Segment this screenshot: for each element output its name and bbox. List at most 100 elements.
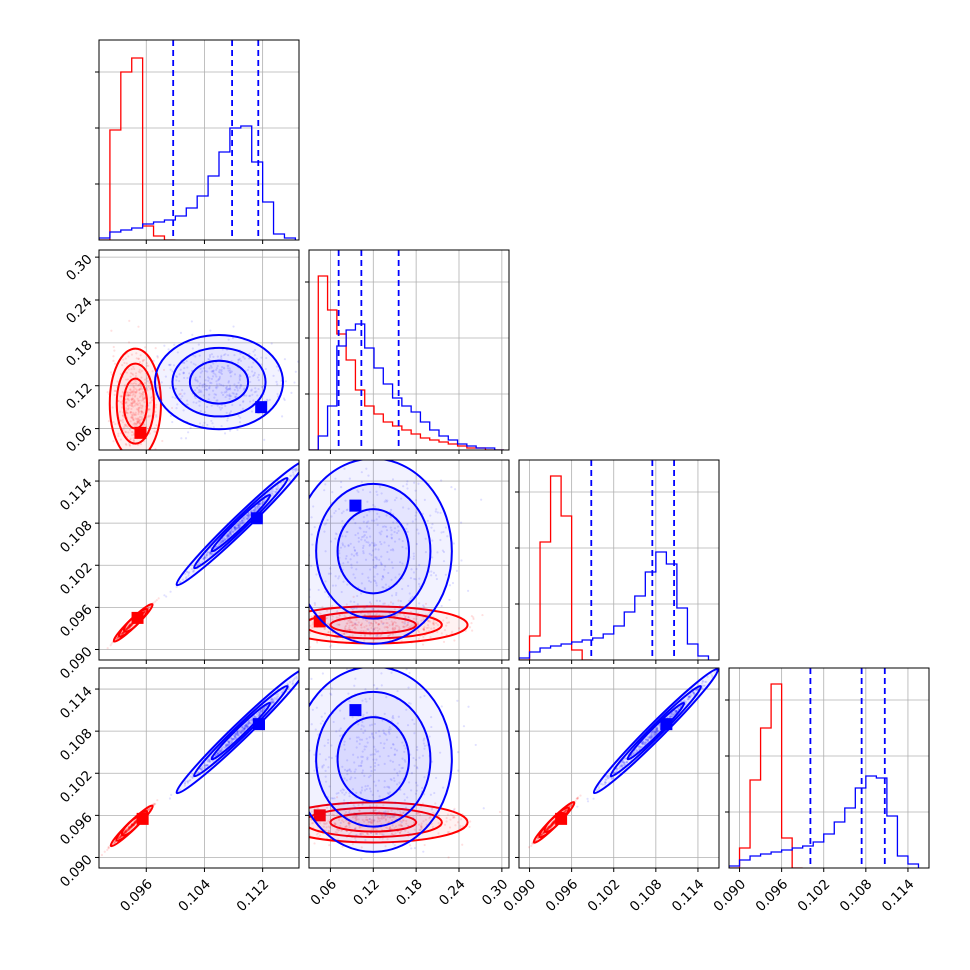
- scatter-point: [246, 513, 250, 517]
- scatter-point: [129, 826, 133, 829]
- scatter-point: [363, 745, 366, 748]
- scatter-point: [164, 375, 167, 378]
- scatter-point: [460, 521, 463, 524]
- scatter-point: [230, 528, 233, 531]
- scatter-point: [387, 821, 390, 824]
- scatter-point: [471, 629, 474, 632]
- y-tick-label: 0.114: [57, 475, 96, 514]
- density-peak-red: [313, 615, 326, 628]
- scatter-point: [208, 553, 211, 557]
- scatter-point: [414, 489, 417, 492]
- scatter-point: [137, 388, 141, 391]
- scatter-point: [125, 829, 129, 832]
- scatter-point: [350, 776, 353, 779]
- scatter-point: [112, 440, 115, 443]
- scatter-point: [229, 375, 232, 378]
- scatter-point: [468, 626, 472, 629]
- scatter-point: [129, 825, 133, 828]
- x-tick-label: 0.108: [837, 876, 876, 915]
- scatter-point: [125, 411, 129, 414]
- scatter-point: [414, 578, 417, 581]
- scatter-point: [369, 820, 373, 823]
- scatter-point: [208, 552, 211, 555]
- scatter-point: [128, 624, 131, 627]
- scatter-point: [258, 803, 260, 805]
- scatter-point: [549, 825, 552, 828]
- scatter-point: [147, 364, 150, 367]
- scatter-point: [340, 829, 343, 832]
- scatter-point: [385, 525, 388, 528]
- y-tick-label: 0.18: [63, 337, 96, 370]
- scatter-point: [397, 715, 400, 718]
- scatter-point: [129, 402, 133, 405]
- scatter-point: [548, 825, 551, 828]
- scatter-point: [226, 743, 229, 746]
- scatter-point: [239, 522, 242, 525]
- scatter-point: [412, 624, 416, 627]
- scatter-point: [430, 716, 433, 719]
- scatter-point: [137, 384, 140, 387]
- scatter-point: [374, 761, 377, 765]
- scatter-point: [246, 724, 249, 728]
- scatter-point: [125, 627, 128, 630]
- scatter-point: [551, 822, 554, 826]
- scatter-point: [128, 394, 131, 397]
- scatter-point: [385, 696, 388, 699]
- scatter-point: [377, 730, 381, 733]
- scatter-point: [386, 838, 389, 841]
- scatter-point: [126, 829, 129, 832]
- scatter-point: [332, 813, 336, 817]
- scatter-point: [570, 804, 573, 807]
- scatter-point: [353, 814, 356, 817]
- scatter-point: [270, 700, 274, 703]
- scatter-point: [274, 640, 276, 642]
- scatter-point: [348, 823, 351, 826]
- scatter-point: [399, 561, 402, 564]
- scatter-point: [348, 826, 351, 829]
- scatter-point: [129, 393, 132, 397]
- scatter-point: [402, 811, 405, 814]
- scatter-point: [238, 524, 242, 527]
- scatter-point: [222, 539, 225, 543]
- scatter-point: [122, 832, 126, 835]
- scatter-point: [253, 348, 257, 351]
- scatter-point: [403, 750, 406, 753]
- scatter-point: [418, 836, 421, 840]
- scatter-point: [169, 590, 172, 593]
- scatter-point: [130, 623, 133, 626]
- scatter-point: [293, 677, 297, 680]
- scatter-point: [135, 389, 138, 392]
- scatter-point: [380, 672, 383, 675]
- scatter-point: [383, 565, 387, 568]
- y-tick-label: 0.102: [57, 768, 96, 807]
- scatter-point: [379, 540, 382, 544]
- scatter-point: [242, 516, 245, 519]
- scatter-point: [134, 821, 137, 825]
- scatter-point: [276, 392, 279, 396]
- scatter-point: [236, 810, 238, 812]
- scatter-point: [371, 615, 374, 618]
- scatter-point: [133, 822, 136, 825]
- scatter-point: [129, 388, 132, 391]
- scatter-point: [116, 637, 119, 640]
- scatter-point: [348, 792, 351, 795]
- scatter-point: [121, 632, 124, 635]
- scatter-point: [426, 623, 430, 627]
- scatter-point: [130, 824, 133, 828]
- scatter-point: [355, 607, 358, 610]
- scatter-point: [202, 764, 206, 767]
- scatter-point: [129, 622, 132, 625]
- scatter-point: [133, 823, 136, 826]
- scatter-point: [451, 581, 455, 585]
- scatter-point: [429, 816, 432, 819]
- scatter-point: [350, 886, 352, 888]
- scatter-point: [233, 526, 236, 530]
- scatter-point: [377, 750, 380, 753]
- contour-blue: [309, 460, 453, 645]
- scatter-point: [403, 793, 406, 796]
- scatter-point: [182, 372, 185, 375]
- scatter-point: [292, 473, 295, 476]
- scatter-point: [244, 726, 247, 729]
- scatter-point: [373, 768, 376, 772]
- scatter-point: [130, 623, 133, 627]
